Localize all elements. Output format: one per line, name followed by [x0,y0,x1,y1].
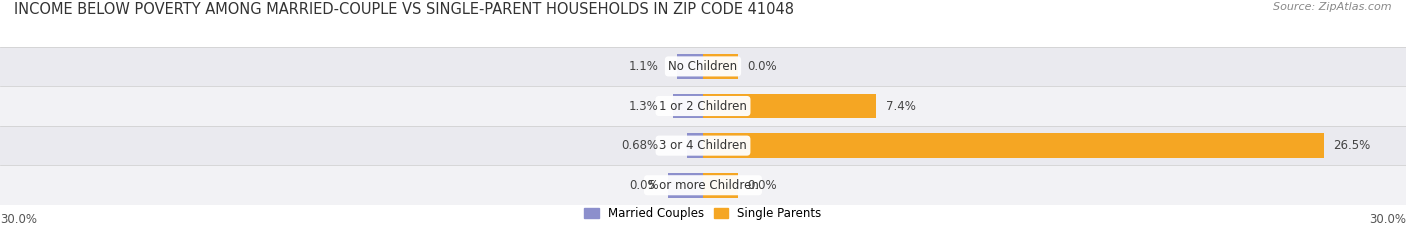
Bar [672,94,703,118]
Text: Source: ZipAtlas.com: Source: ZipAtlas.com [1274,2,1392,12]
Text: No Children: No Children [668,60,738,73]
Text: 26.5%: 26.5% [1333,139,1371,152]
Bar [703,133,1324,158]
Text: 0.0%: 0.0% [628,179,658,192]
Text: 1.1%: 1.1% [628,60,658,73]
Text: 1 or 2 Children: 1 or 2 Children [659,99,747,113]
Text: 3 or 4 Children: 3 or 4 Children [659,139,747,152]
Legend: Married Couples, Single Parents: Married Couples, Single Parents [579,202,827,225]
Bar [703,94,876,118]
Bar [688,133,703,158]
Bar [703,173,738,198]
Text: 0.0%: 0.0% [748,60,778,73]
Bar [678,54,703,79]
Bar [0,165,1406,205]
Bar [0,47,1406,86]
Bar [668,173,703,198]
Bar [0,86,1406,126]
Bar [703,54,738,79]
Text: 30.0%: 30.0% [0,212,37,226]
Text: 5 or more Children: 5 or more Children [648,179,758,192]
Text: INCOME BELOW POVERTY AMONG MARRIED-COUPLE VS SINGLE-PARENT HOUSEHOLDS IN ZIP COD: INCOME BELOW POVERTY AMONG MARRIED-COUPL… [14,2,794,17]
Text: 0.0%: 0.0% [748,179,778,192]
Text: 1.3%: 1.3% [628,99,658,113]
Text: 30.0%: 30.0% [1369,212,1406,226]
Bar [0,126,1406,165]
Text: 0.68%: 0.68% [621,139,658,152]
Text: 7.4%: 7.4% [886,99,915,113]
